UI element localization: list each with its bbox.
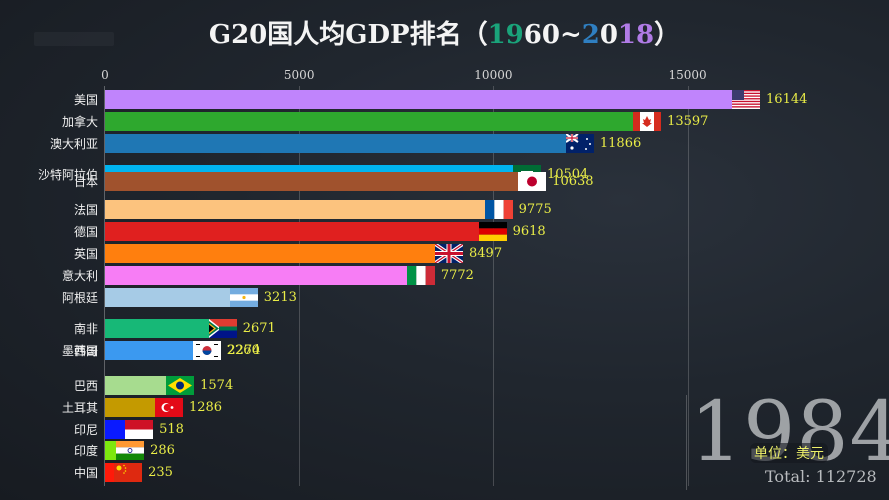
- bar: [105, 266, 407, 285]
- value-label: 518: [159, 422, 184, 437]
- axis-tick-label: 15000: [668, 68, 707, 82]
- value-label: 11866: [599, 136, 642, 151]
- country-label: 墨西哥: [61, 344, 98, 358]
- country-label: 印度: [73, 444, 98, 458]
- value-label: 10638: [552, 174, 594, 189]
- bar: [105, 420, 126, 439]
- indonesia-flag-icon: [125, 420, 154, 439]
- country-label: 英国: [73, 247, 98, 261]
- france-flag-icon: [484, 200, 513, 219]
- axis-tick-label: 0: [101, 68, 109, 82]
- country-label: 印尼: [73, 423, 98, 437]
- gridline: [687, 86, 689, 486]
- country-label: 韩国: [73, 344, 98, 358]
- year-display: 1984: [690, 385, 889, 480]
- country-label: 沙特阿拉伯: [37, 168, 98, 182]
- value-label: 13597: [667, 114, 709, 129]
- south-africa-flag-icon: [208, 319, 237, 338]
- value-label: 1286: [188, 400, 223, 415]
- axis-tick-label: 5000: [283, 68, 315, 82]
- bar: [105, 112, 634, 131]
- bar: [105, 398, 155, 417]
- country-label: 中国: [73, 466, 98, 480]
- country-label: 阿根廷: [61, 291, 98, 305]
- uk-flag-icon: [435, 244, 464, 263]
- total-label: Total: 112728: [765, 467, 877, 486]
- gridline: [493, 86, 495, 486]
- value-label: 7772: [440, 268, 474, 283]
- value-label: 1574: [200, 378, 234, 393]
- y-axis-line: [104, 86, 105, 486]
- bar: [105, 441, 117, 460]
- value-label: 16144: [766, 92, 808, 107]
- china-flag-icon: [114, 463, 143, 482]
- korea-flag-icon: [192, 341, 221, 360]
- divider: [686, 395, 687, 490]
- bar: [105, 134, 566, 153]
- value-label: 2260: [226, 343, 260, 358]
- country-label: 德国: [73, 225, 98, 239]
- watermark-logo: [34, 32, 114, 46]
- value-label: 3213: [263, 290, 297, 305]
- australia-flag-icon: [565, 134, 594, 153]
- axis-tick-label: 10000: [474, 68, 513, 82]
- bar: [105, 172, 519, 191]
- country-label: 法国: [73, 203, 98, 217]
- country-label: 土耳其: [61, 401, 98, 415]
- germany-flag-icon: [478, 222, 507, 241]
- argentina-flag-icon: [229, 288, 258, 307]
- bar: [105, 463, 115, 482]
- country-label: 美国: [73, 93, 98, 107]
- japan-flag-icon: [518, 172, 547, 191]
- country-label: 加拿大: [61, 115, 98, 129]
- bar: [105, 90, 733, 109]
- chart-title: G20国人均GDP排名（1960~2018）: [208, 20, 681, 50]
- turkey-flag-icon: [154, 398, 183, 417]
- country-label: 巴西: [73, 379, 98, 393]
- value-label: 235: [148, 465, 173, 480]
- india-flag-icon: [116, 441, 145, 460]
- value-label: 9618: [512, 224, 546, 239]
- country-label: 南非: [73, 322, 98, 336]
- bar: [105, 222, 479, 241]
- bar: [105, 341, 193, 360]
- bar: [105, 376, 167, 395]
- value-label: 286: [150, 443, 175, 458]
- country-label: 日本: [73, 175, 98, 189]
- gridline: [299, 86, 301, 486]
- bar: [105, 288, 230, 307]
- value-label: 10504: [546, 167, 589, 182]
- canada-flag-icon: [633, 112, 662, 131]
- bar: [105, 319, 209, 338]
- value-label: 2274: [227, 343, 261, 358]
- value-label: 8497: [469, 246, 503, 261]
- country-label: 澳大利亚: [49, 137, 98, 151]
- unit-label: 单位：美元: [750, 443, 828, 463]
- bar: [105, 200, 485, 219]
- bar: [105, 244, 436, 263]
- value-label: 9775: [518, 202, 552, 217]
- value-label: 2671: [242, 321, 276, 336]
- italy-flag-icon: [406, 266, 435, 285]
- country-label: 意大利: [61, 269, 98, 283]
- us-flag-icon: [732, 90, 761, 109]
- brazil-flag-icon: [166, 376, 195, 395]
